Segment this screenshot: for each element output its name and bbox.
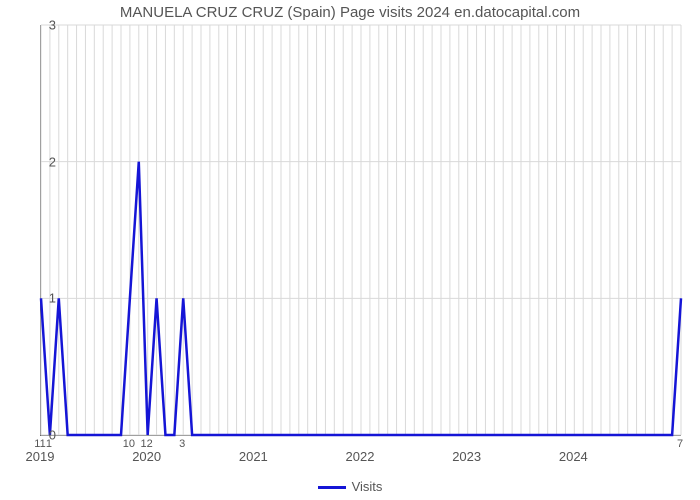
x-year-label: 2021	[239, 449, 268, 464]
y-tick-label: 1	[36, 291, 56, 306]
chart-title: MANUELA CRUZ CRUZ (Spain) Page visits 20…	[0, 4, 700, 21]
x-head-label: 12	[141, 438, 153, 450]
x-head-label: 3	[179, 438, 185, 450]
legend: Visits	[0, 479, 700, 494]
x-year-label: 2024	[559, 449, 588, 464]
y-tick-label: 3	[36, 18, 56, 33]
plot-area	[40, 25, 681, 436]
chart-container: MANUELA CRUZ CRUZ (Spain) Page visits 20…	[0, 0, 700, 500]
x-year-label: 2019	[26, 449, 55, 464]
x-year-label: 2022	[346, 449, 375, 464]
x-year-label: 2023	[452, 449, 481, 464]
chart-svg	[41, 25, 681, 435]
x-head-label: 7	[677, 438, 683, 450]
x-year-label: 2020	[132, 449, 161, 464]
legend-swatch	[318, 486, 346, 489]
x-head-label: 1	[46, 438, 52, 450]
x-head-label: 10	[123, 438, 135, 450]
x-head-label: 11	[34, 438, 45, 450]
y-tick-label: 2	[36, 154, 56, 169]
grid	[41, 25, 681, 435]
legend-label: Visits	[352, 479, 383, 494]
